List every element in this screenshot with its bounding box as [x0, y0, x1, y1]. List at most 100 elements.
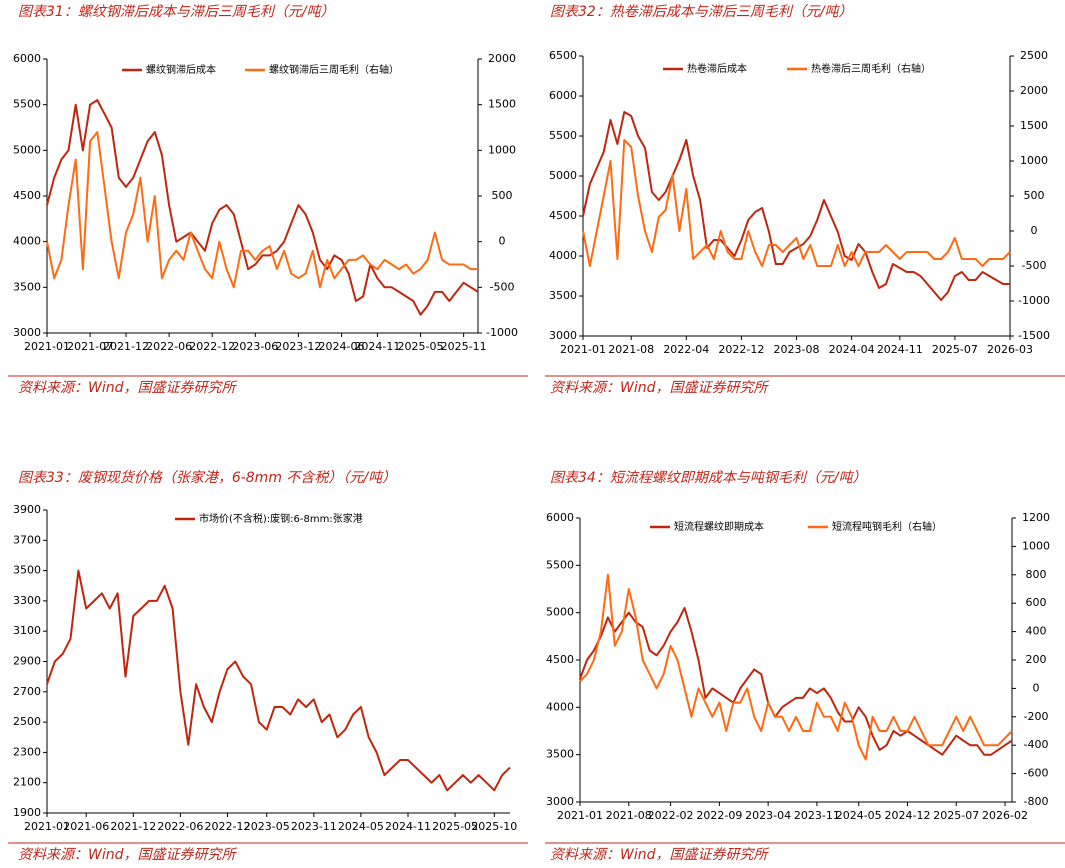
legend-label: 螺纹钢滞后成本 — [146, 63, 216, 76]
x-tick-label: 2021-12 — [103, 340, 149, 353]
legend-label: 热卷滞后三周毛利（右轴） — [811, 62, 931, 75]
x-tick-label: 2024-05 — [836, 809, 882, 822]
x-tick-label: 2021-08 — [606, 809, 652, 822]
source: 资料来源：Wind，国盛证券研究所 — [550, 847, 769, 863]
y-tick-label: 2300 — [13, 745, 41, 758]
x-tick-label: 2021-01 — [560, 343, 606, 356]
y2-tick-label: -200 — [1024, 710, 1049, 723]
y-tick-label: 6000 — [549, 89, 577, 102]
x-tick-label: 2022-12 — [189, 340, 235, 353]
x-tick-label: 2022-09 — [696, 809, 742, 822]
y2-tick-label: 1000 — [488, 143, 516, 156]
series-line — [579, 573, 1013, 761]
y-tick-label: 3000 — [549, 329, 577, 342]
legend-label: 短流程吨钢毛利（右轴） — [832, 520, 942, 533]
x-tick-label: 2021-01 — [24, 340, 70, 353]
x-tick-label: 2021-12 — [110, 820, 156, 833]
y-tick-label: 6000 — [546, 511, 574, 524]
series-line — [46, 569, 511, 792]
x-tick-label: 2023-04 — [745, 809, 791, 822]
y2-tick-label: -1500 — [1018, 329, 1050, 342]
x-tick-label: 2025-05 — [398, 340, 444, 353]
y2-tick-label: 0 — [1033, 681, 1040, 694]
y-tick-label: 4500 — [13, 189, 41, 202]
y-tick-label: 3500 — [13, 564, 41, 577]
y2-tick-label: 1000 — [1020, 154, 1048, 167]
y2-tick-label: 200 — [1026, 653, 1047, 666]
y2-tick-label: 1200 — [1022, 511, 1050, 524]
x-tick-label: 2022-12 — [205, 820, 251, 833]
x-tick-label: 2024-04 — [829, 343, 875, 356]
y-tick-label: 3700 — [13, 533, 41, 546]
legend-label: 热卷滞后成本 — [687, 62, 747, 75]
y2-tick-label: -1000 — [1018, 294, 1050, 307]
y2-tick-label: 1500 — [1020, 119, 1048, 132]
x-tick-label: 2022-04 — [663, 343, 709, 356]
x-tick-label: 2023-05 — [244, 820, 290, 833]
y-tick-label: 3500 — [546, 748, 574, 761]
y2-tick-label: 600 — [1026, 596, 1047, 609]
y-tick-label: 3300 — [13, 594, 41, 607]
x-tick-label: 2023-08 — [774, 343, 820, 356]
y-tick-label: 4000 — [549, 249, 577, 262]
y-tick-label: 3900 — [13, 503, 41, 516]
y2-tick-label: 0 — [1031, 224, 1038, 237]
y-tick-label: 5500 — [546, 558, 574, 571]
x-tick-label: 2024-05 — [338, 820, 384, 833]
x-tick-label: 2023-11 — [291, 820, 337, 833]
y-tick-label: 3500 — [13, 280, 41, 293]
x-tick-label: 2025-11 — [441, 340, 487, 353]
chart-title: 图表34：短流程螺纹即期成本与吨钢毛利（元/吨） — [550, 470, 867, 486]
y-tick-label: 2700 — [13, 685, 41, 698]
legend-label: 短流程螺纹即期成本 — [674, 520, 764, 533]
y-tick-label: 6000 — [13, 52, 41, 65]
y-tick-label: 4500 — [546, 653, 574, 666]
y-tick-label: 5000 — [13, 143, 41, 156]
y2-tick-label: -600 — [1024, 767, 1049, 780]
series-line — [46, 131, 478, 289]
x-tick-label: 2021-06 — [63, 820, 109, 833]
x-tick-label: 2025-05 — [432, 820, 478, 833]
series-line — [582, 111, 1010, 301]
y2-tick-label: 2000 — [488, 52, 516, 65]
x-tick-label: 2022-06 — [157, 820, 203, 833]
x-tick-label: 2024-11 — [877, 343, 923, 356]
y2-tick-label: 500 — [492, 189, 513, 202]
y-tick-label: 3000 — [546, 795, 574, 808]
y-tick-label: 3000 — [13, 326, 41, 339]
y2-tick-label: 2000 — [1020, 84, 1048, 97]
y2-tick-label: 400 — [1026, 625, 1047, 638]
y-tick-label: 1900 — [13, 806, 41, 819]
x-tick-label: 2024-06 — [319, 340, 365, 353]
x-tick-label: 2023-11 — [794, 809, 840, 822]
x-tick-label: 2024-11 — [385, 820, 431, 833]
x-tick-label: 2025-10 — [471, 820, 517, 833]
x-tick-label: 2025-07 — [933, 809, 979, 822]
chart-title: 图表33：废钢现货价格（张家港，6-8mm 不含税）（元/吨） — [18, 470, 396, 486]
y-tick-label: 4000 — [13, 235, 41, 248]
x-tick-label: 2023-12 — [275, 340, 321, 353]
y2-tick-label: -500 — [1022, 259, 1047, 272]
x-tick-label: 2021-01 — [557, 809, 603, 822]
x-tick-label: 2024-12 — [884, 809, 930, 822]
source: 资料来源：Wind，国盛证券研究所 — [18, 847, 237, 863]
legend-label: 螺纹钢滞后三周毛利（右轴） — [269, 63, 399, 76]
y2-tick-label: -1000 — [486, 326, 518, 339]
y2-tick-label: 0 — [499, 235, 506, 248]
series-line — [46, 99, 479, 316]
x-tick-label: 2026-02 — [982, 809, 1028, 822]
y-tick-label: 3500 — [549, 289, 577, 302]
series-line — [582, 139, 1011, 267]
y2-tick-label: -400 — [1024, 738, 1049, 751]
source: 资料来源：Wind，国盛证券研究所 — [550, 380, 769, 396]
chart-title: 图表31：螺纹钢滞后成本与滞后三周毛利（元/吨） — [18, 4, 335, 20]
x-tick-label: 2026-03 — [987, 343, 1033, 356]
y-tick-label: 3100 — [13, 624, 41, 637]
y2-tick-label: 500 — [1024, 189, 1045, 202]
y-tick-label: 2900 — [13, 655, 41, 668]
source: 资料来源：Wind，国盛证券研究所 — [18, 380, 237, 396]
y-tick-label: 4000 — [546, 700, 574, 713]
y-tick-label: 5000 — [546, 606, 574, 619]
y-tick-label: 4500 — [549, 209, 577, 222]
